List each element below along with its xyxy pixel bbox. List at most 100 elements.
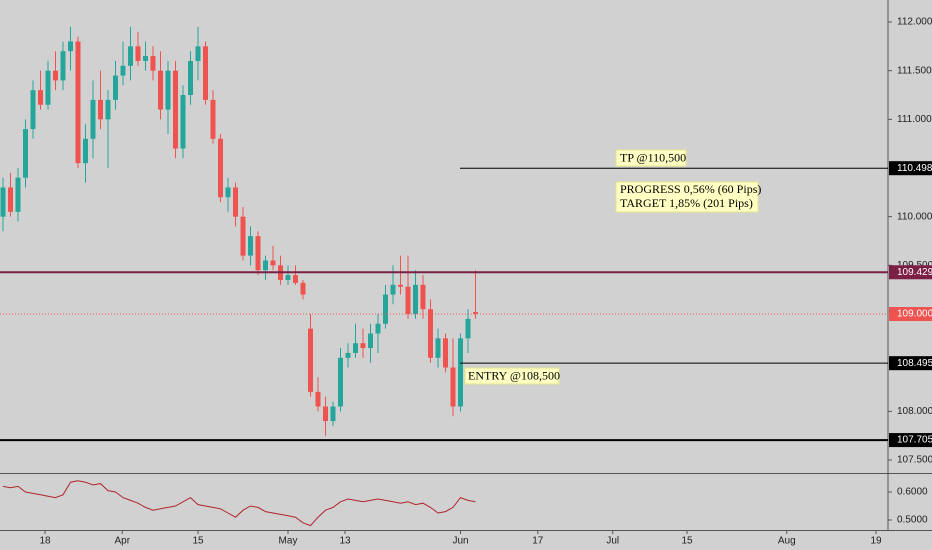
x-tick-label: 17 bbox=[532, 536, 544, 547]
candle-body bbox=[338, 357, 343, 407]
candle-body bbox=[128, 46, 133, 66]
level-label: 109.429 bbox=[897, 267, 932, 278]
candle-body bbox=[150, 56, 156, 71]
candle-body bbox=[143, 56, 148, 61]
indicator-line bbox=[2, 480, 476, 527]
candle-body bbox=[285, 275, 291, 280]
progress-note: PROGRESS 0,56% (60 Pips) bbox=[620, 182, 761, 196]
candle-body bbox=[45, 70, 51, 105]
y-tick-label: 111.500 bbox=[897, 65, 932, 76]
candle-body bbox=[173, 70, 178, 149]
candle-body bbox=[413, 284, 418, 315]
annotations: TP @110,500 PROGRESS 0,56% (60 Pips) TAR… bbox=[464, 149, 761, 385]
plot: 18 Apr 15 May 13 Jun 17 Jul 15 Aug 19 107.500 108.00… bbox=[0, 17, 932, 547]
x-tick-label: 13 bbox=[339, 536, 351, 547]
candle-body bbox=[38, 90, 43, 105]
x-tick-label: 18 bbox=[39, 536, 51, 547]
candle-body bbox=[8, 187, 13, 212]
indicator-tick-label: 0.6000 bbox=[897, 487, 928, 498]
level-label-box bbox=[889, 356, 932, 371]
candle-body bbox=[308, 328, 313, 392]
entry-note: ENTRY @108,500 bbox=[468, 368, 560, 382]
tp-box bbox=[615, 149, 687, 167]
candle-body bbox=[300, 282, 306, 295]
candle-body bbox=[75, 41, 81, 164]
candle-body bbox=[368, 333, 373, 349]
x-tick-label: Apr bbox=[114, 536, 130, 547]
x-tick-label: 15 bbox=[681, 536, 693, 547]
y-tick-label: 108.000 bbox=[897, 406, 932, 417]
candle-body bbox=[465, 318, 471, 339]
candle-body bbox=[420, 284, 426, 310]
candle-body bbox=[330, 406, 336, 422]
candle-body bbox=[98, 99, 103, 120]
level-label: 108.495 bbox=[897, 358, 932, 369]
candle-body bbox=[218, 138, 223, 198]
candle-body bbox=[165, 70, 171, 110]
candle-body bbox=[375, 323, 381, 334]
candle-body bbox=[60, 51, 66, 81]
candle-body bbox=[360, 343, 366, 349]
candle-body bbox=[428, 309, 433, 358]
candle-body bbox=[458, 338, 463, 407]
candle-body bbox=[203, 46, 208, 100]
candle-body bbox=[23, 129, 28, 178]
candle-body bbox=[15, 177, 21, 212]
y-tick-label: 111.000 bbox=[897, 114, 932, 125]
level-label-box bbox=[889, 433, 932, 448]
y-tick-label: 110.000 bbox=[897, 211, 932, 222]
candle-body bbox=[383, 294, 388, 324]
candle-body bbox=[248, 236, 253, 256]
candle-body bbox=[158, 70, 163, 110]
candle-body bbox=[270, 260, 276, 266]
candle-body bbox=[240, 216, 246, 256]
x-tick-label: Jun bbox=[452, 536, 468, 547]
candle-body bbox=[293, 275, 298, 283]
candle-body bbox=[255, 236, 261, 271]
candle-body bbox=[0, 187, 6, 217]
level-label-box bbox=[889, 307, 932, 322]
level-label-box bbox=[889, 161, 932, 176]
entry-box bbox=[464, 367, 560, 385]
candle-body bbox=[113, 75, 118, 100]
x-tick-label: Aug bbox=[778, 536, 796, 547]
level-label: 107.705 bbox=[897, 435, 932, 446]
candle-body bbox=[180, 95, 186, 149]
candle-body bbox=[315, 391, 321, 407]
candle-body bbox=[53, 70, 58, 81]
candle-body bbox=[353, 343, 358, 353]
candle-body bbox=[323, 406, 328, 422]
level-label: 109.000 bbox=[897, 309, 932, 320]
y-tick-label: 112.000 bbox=[897, 17, 932, 28]
candle-body bbox=[120, 65, 126, 76]
candle-body bbox=[83, 138, 88, 164]
candle-body bbox=[195, 46, 201, 61]
x-tick-label: May bbox=[279, 536, 298, 547]
candle-body bbox=[188, 60, 193, 96]
candle-body bbox=[225, 187, 231, 198]
candle-body bbox=[345, 352, 351, 358]
candle-body bbox=[398, 284, 403, 287]
candle-body bbox=[135, 46, 141, 61]
x-tick-label: 19 bbox=[870, 536, 882, 547]
candle-body bbox=[68, 41, 73, 52]
candle-body bbox=[390, 284, 396, 295]
x-tick-label: Jul bbox=[606, 536, 619, 547]
candle-body bbox=[473, 312, 478, 315]
candle-body bbox=[90, 99, 96, 139]
candle-body bbox=[263, 260, 268, 271]
candle-body bbox=[435, 338, 441, 358]
candle-body bbox=[233, 187, 238, 217]
level-label: 110.498 bbox=[897, 163, 932, 174]
x-tick-label: 15 bbox=[192, 536, 204, 547]
candle-body bbox=[450, 367, 456, 407]
level-label-box bbox=[889, 265, 932, 280]
candle-body bbox=[405, 286, 411, 315]
candle-body bbox=[443, 338, 448, 368]
candle-body bbox=[210, 99, 216, 139]
candle-body bbox=[105, 99, 111, 120]
target-note: TARGET 1,85% (201 Pips) bbox=[620, 196, 753, 210]
